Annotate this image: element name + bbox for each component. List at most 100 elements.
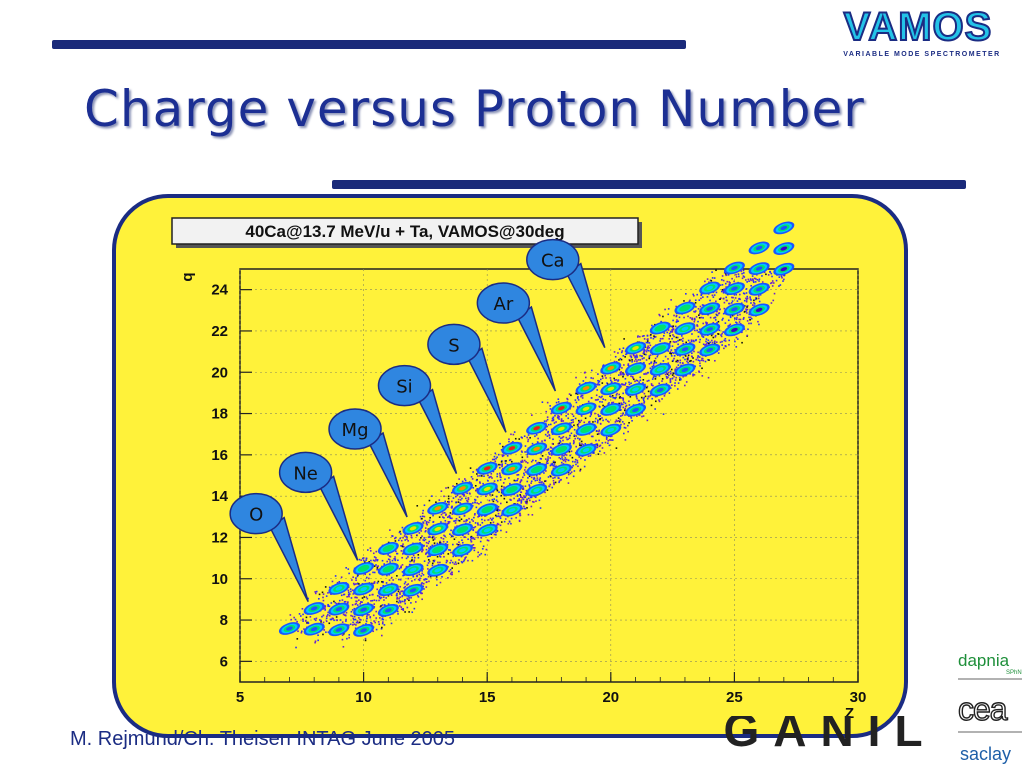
scatter-point — [619, 371, 622, 374]
scatter-point — [491, 458, 494, 461]
scatter-point — [381, 580, 383, 583]
scatter-point — [643, 357, 645, 359]
scatter-point — [520, 491, 523, 494]
scatter-point — [341, 634, 344, 636]
scatter-point — [662, 360, 665, 362]
scatter-point — [643, 373, 645, 375]
scatter-point — [411, 611, 414, 614]
scatter-point — [390, 622, 393, 625]
scatter-point — [729, 323, 732, 326]
scatter-point — [698, 328, 701, 331]
scatter-point — [590, 397, 593, 399]
scatter-point — [501, 463, 503, 465]
scatter-point — [508, 521, 511, 523]
scatter-point — [420, 592, 422, 595]
scatter-point — [419, 577, 421, 580]
scatter-point — [645, 350, 648, 353]
scatter-point — [694, 311, 696, 313]
scatter-point — [317, 634, 319, 636]
scatter-point — [424, 527, 427, 529]
scatter-point — [715, 313, 718, 316]
scatter-point — [460, 518, 463, 521]
scatter-point — [572, 419, 574, 421]
scatter-point — [552, 419, 554, 422]
scatter-point — [421, 598, 423, 601]
scatter-point — [600, 378, 602, 381]
scatter-point — [606, 420, 609, 422]
scatter-point — [505, 460, 507, 462]
scatter-point — [642, 352, 645, 355]
scatter-point — [432, 559, 435, 562]
scatter-point — [659, 314, 661, 317]
scatter-point — [669, 370, 672, 373]
scatter-point — [401, 545, 404, 548]
scatter-point — [587, 455, 590, 457]
scatter-point — [748, 280, 750, 282]
scatter-point — [443, 511, 446, 514]
scatter-point — [495, 457, 497, 460]
scatter-point — [675, 315, 678, 318]
scatter-point — [599, 444, 602, 447]
scatter-point — [459, 496, 461, 498]
cluster-blob — [508, 466, 516, 471]
cea-saclay-logo: cea saclay — [957, 690, 1022, 764]
scatter-point — [597, 398, 599, 401]
callout-label: Si — [396, 377, 412, 398]
scatter-point — [446, 541, 449, 543]
scatter-point — [646, 341, 649, 344]
scatter-point — [723, 347, 725, 350]
scatter-point — [626, 385, 628, 388]
scatter-point — [380, 627, 383, 630]
scatter-point — [413, 559, 416, 562]
scatter-point — [630, 415, 632, 418]
scatter-point — [544, 458, 547, 460]
scatter-point — [426, 523, 428, 526]
scatter-point — [749, 318, 751, 321]
scatter-point — [499, 509, 501, 512]
scatter-point — [526, 436, 528, 439]
scatter-point — [632, 354, 635, 357]
scatter-point — [352, 621, 354, 624]
scatter-point — [705, 323, 708, 326]
scatter-point — [545, 470, 547, 472]
scatter-point — [771, 281, 773, 284]
cluster-blob — [656, 367, 664, 372]
scatter-point — [771, 275, 773, 278]
scatter-point — [546, 416, 549, 418]
scatter-point — [462, 534, 464, 537]
scatter-point — [431, 562, 434, 565]
scatter-point — [673, 335, 675, 338]
scatter-point — [546, 401, 549, 404]
scatter-point — [401, 595, 404, 597]
scatter-point — [530, 496, 533, 499]
scatter-point — [500, 514, 503, 517]
scatter-point — [592, 421, 594, 423]
scatter-point — [680, 338, 683, 341]
cluster-blob — [360, 607, 367, 612]
scatter-point — [401, 526, 404, 529]
scatter-point — [520, 479, 523, 482]
scatter-point — [623, 432, 625, 435]
scatter-point — [419, 515, 422, 518]
scatter-point — [472, 529, 475, 532]
scatter-point — [429, 516, 431, 519]
scatter-point — [549, 475, 552, 478]
cluster-blob — [310, 606, 318, 611]
scatter-point — [357, 622, 360, 624]
scatter-point — [331, 617, 334, 620]
scatter-point — [718, 329, 721, 332]
scatter-point — [482, 545, 485, 548]
scatter-point — [527, 513, 530, 516]
scatter-point — [449, 549, 452, 551]
scatter-point — [514, 437, 517, 440]
scatter-point — [458, 519, 461, 522]
scatter-point — [594, 420, 596, 423]
scatter-point — [629, 395, 632, 398]
scatter-point — [664, 308, 666, 311]
scatter-point — [578, 456, 581, 458]
scatter-point — [690, 339, 693, 341]
scatter-point — [635, 379, 638, 382]
scatter-point — [500, 488, 503, 491]
scatter-point — [473, 514, 476, 516]
scatter-point — [624, 356, 626, 358]
